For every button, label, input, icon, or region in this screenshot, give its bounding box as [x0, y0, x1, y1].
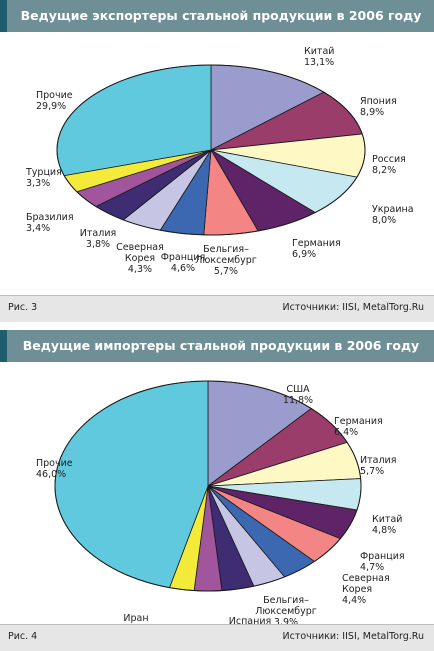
slice-label-турция: Турция 3,3%: [25, 167, 62, 189]
pie-outline: [56, 64, 366, 236]
slice-label-италия: Италия 3,8%: [80, 228, 116, 250]
slice-label-бразилия: Бразилия 3,4%: [26, 212, 74, 234]
slice-label-бельгия-люксембург: Бельгия– Люксембург 5,7%: [195, 244, 257, 277]
slice-label-германия: Германия 6,4%: [334, 416, 383, 438]
importers-pie-chart: США 11,8% Германия 6,4% Италия 5,7% Китай 4,8% Ф…: [36, 380, 405, 651]
figure-label: Рис. 3: [8, 302, 38, 313]
slice-label-россия: Россия 8,2%: [372, 154, 406, 176]
slice-label-бельгия-люксембург: Бельгия– Люксембург 3,9%: [255, 595, 317, 624]
pie-outline: [54, 380, 362, 592]
chart-footer: Рис. 3 Источники: IISI, MetalTorg.Ru: [0, 295, 434, 322]
chart-title: Ведущие импортеры стальной продукции в 2…: [22, 338, 420, 353]
chart-plot-area: Китай 13,1% Япония 8,9% Россия 8,2% Украина 8,0…: [0, 32, 434, 294]
slice-label-испания: Испания3,5%: [229, 616, 271, 624]
slice-label-китай: Китай 13,1%: [304, 46, 334, 68]
exporters-pie-chart: Китай 13,1% Япония 8,9% Россия 8,2% Украина 8,0…: [25, 46, 414, 277]
slice-label-прочие: Прочие 46,0%: [36, 458, 73, 480]
title-accent-bar: [0, 330, 7, 362]
slice-label-сша: США 11,8%: [283, 384, 313, 406]
slice-label-северная-корея: Северная Корея 4,3%: [116, 242, 164, 275]
exporters-chart-panel: Ведущие экспортеры стальной продукции в …: [0, 0, 434, 322]
slice-label-прочие: Прочие 29,9%: [36, 90, 73, 112]
slice-label-италия: Италия 5,7%: [360, 455, 396, 477]
slice-label-украина: Украина 8,0%: [372, 204, 414, 226]
chart-title-bar: Ведущие импортеры стальной продукции в 2…: [0, 330, 434, 362]
importers-chart-panel: Ведущие импортеры стальной продукции в 2…: [0, 330, 434, 651]
slice-label-франция: Франция 4,7%: [360, 551, 405, 573]
figure-label: Рис. 4: [8, 631, 38, 642]
chart-plot-area: США 11,8% Германия 6,4% Италия 5,7% Китай 4,8% Ф…: [0, 362, 434, 651]
source-note: Источники: IISI, MetalTorg.Ru: [282, 302, 425, 313]
slice-label-северная-корея: Северная Корея 4,4%: [342, 573, 390, 606]
source-note: Источники: IISI, MetalTorg.Ru: [282, 631, 425, 642]
pie-slices: [56, 64, 366, 236]
slice-label-япония: Япония 8,9%: [360, 96, 397, 118]
slice-label-китай: Китай 4,8%: [372, 514, 402, 536]
chart-title-bar: Ведущие экспортеры стальной продукции в …: [0, 0, 434, 32]
slice-label-франция: Франция 4,6%: [161, 252, 206, 274]
chart-title: Ведущие экспортеры стальной продукции в …: [20, 8, 422, 23]
slice-label-германия: Германия 6,9%: [292, 238, 341, 260]
pie-slices: [54, 380, 362, 592]
slice-label-иран: Иран2,6%: [123, 613, 148, 624]
title-accent-bar: [0, 0, 7, 32]
chart-footer: Рис. 4 Источники: IISI, MetalTorg.Ru: [0, 624, 434, 651]
